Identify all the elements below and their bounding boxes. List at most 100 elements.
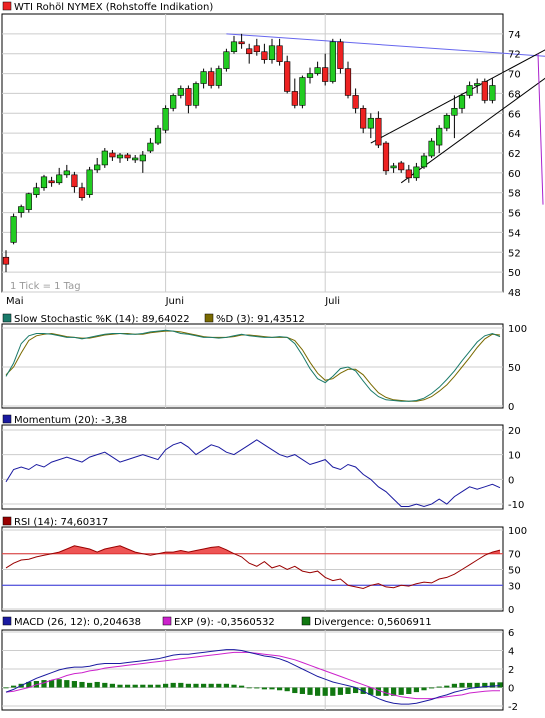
divergence-bar [41,680,47,688]
rsi-lines [2,545,503,590]
candle-body [314,67,321,74]
y-tick-label: -10 [508,500,524,511]
candle-body [261,51,268,60]
price-legend-swatch [2,1,12,11]
price-x-axis: Mai Juni Juli [6,296,340,307]
divergence-bar [375,687,381,696]
divergence-bar [413,687,419,693]
candle-body [246,48,253,55]
candle-body [223,51,230,69]
y-tick-label: 0 [508,475,514,486]
candle-body [215,68,222,86]
rsi-overbought-fill [6,545,500,554]
divergence-bar [64,680,70,688]
y-tick-label: 62 [508,149,521,160]
stoch-k-legend-swatch [2,313,12,323]
divergence-bar [193,683,199,688]
divergence-bar [307,687,313,695]
y-tick-label: 0 [508,684,514,695]
price-grid [2,14,503,293]
price-title: WTI Rohöl NYMEX (Rohstoffe Indikation) [14,2,213,13]
divergence-bar [109,683,115,688]
candle-body [329,41,336,82]
macd-lines [5,649,501,705]
y-tick-label: 58 [508,189,521,200]
candle-body [420,155,428,168]
candle-body [405,169,412,179]
candle-body [109,152,116,158]
divergence-bar [429,687,435,689]
divergence-bar [140,684,146,688]
candle-body [185,88,192,106]
divergence-bar [147,684,153,688]
candle-body [390,165,397,169]
macd-y-axis: -2 0 2 4 6 [508,628,518,713]
y-tick-label: 50 [508,363,521,374]
y-tick-label: 48 [508,288,521,299]
divergence-bar [368,687,374,695]
divergence-bar [246,687,252,689]
divergence-bar [421,687,427,691]
y-tick-label: 20 [508,426,521,437]
candle-body [413,166,420,179]
candle-body [154,127,162,144]
candle-body [94,164,101,171]
candle-body [48,180,55,184]
y-tick-label: 54 [508,228,521,239]
channel-bottom-line [400,77,545,184]
stochastic-lines [5,329,501,402]
candle-body [382,142,390,172]
divergence-bar [163,683,169,688]
exp-title: EXP (9): -0,3560532 [174,617,275,628]
stochastic-panel: Slow Stochastic %K (14): 89,64022 %D (3)… [1,313,527,413]
candle-body [322,67,329,82]
divergence-bar [489,682,495,688]
divergence-bar [459,682,465,688]
divergence-bar [178,682,184,688]
candle-body [367,117,374,129]
candle-body [162,108,169,131]
y-tick-label: 50 [508,268,521,279]
candle-body [132,157,139,161]
candle-body [458,95,466,109]
divergence-bar [467,682,473,688]
divergence-bar [277,687,283,691]
divergence-bar [11,685,17,688]
candle-body [337,41,344,69]
candle-body [268,45,276,60]
divergence-bar [102,682,108,688]
candle-body [276,45,283,62]
divergence-bar [239,685,245,688]
divergence-bar [482,682,488,688]
y-tick-label: 100 [508,324,527,335]
divergence-bar [155,684,161,688]
divergence-bar [71,681,77,688]
momentum-legend-swatch [2,414,12,424]
macd-grid [2,630,503,710]
candle-body [86,169,93,195]
momentum-panel: Momentum (20): -3,38 -10 0 10 20 [1,414,524,511]
candle-body [306,73,314,78]
rsi-y-axis: 0 30 50 70 100 [508,526,527,616]
candle-body [200,71,207,84]
divergence-bar [216,683,222,688]
y-tick-label: 74 [508,30,521,41]
macd-title: MACD (26, 12): 0,204638 [14,617,141,628]
exp-legend-swatch [162,616,172,626]
divergence-bar [345,687,351,694]
divergence-bar [3,687,9,689]
price-y-axis: 48 50 52 54 56 58 60 62 64 66 68 70 72 74 [508,30,521,299]
momentum-y-axis: -10 0 10 20 [508,426,524,511]
candle-body [238,41,245,45]
y-tick-label: 50 [508,566,521,577]
y-tick-label: 100 [508,526,527,537]
momentum-line [5,439,501,508]
y-tick-label: 64 [508,129,521,140]
candle-body [139,154,146,162]
candle-body [170,95,177,109]
divergence-bar [269,687,275,690]
y-tick-label: 10 [508,451,521,462]
divergence-bar [330,687,336,696]
resistance-line [226,33,545,57]
y-tick-label: 60 [508,169,521,180]
